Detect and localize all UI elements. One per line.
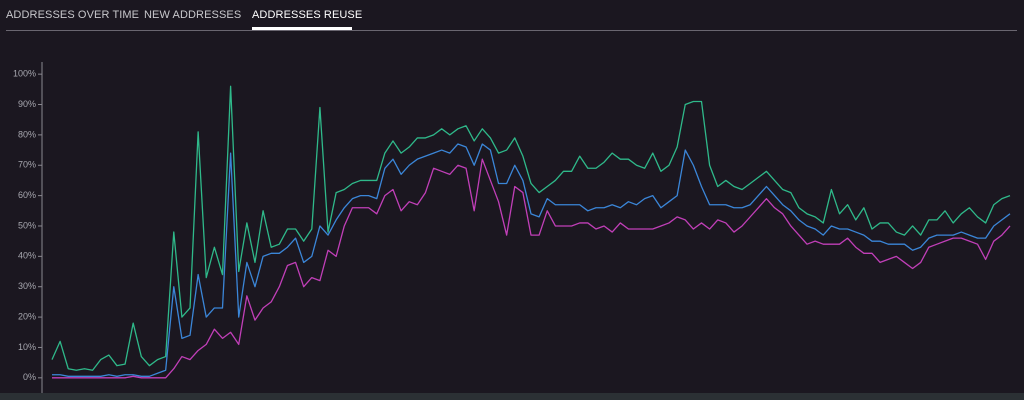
y-tick-label: 50% (18, 220, 36, 230)
y-tick-label: 10% (18, 342, 36, 352)
tab[interactable]: NEW ADDRESSES (144, 9, 242, 21)
y-tick-label: 0% (23, 372, 36, 382)
series-line (52, 143, 1011, 377)
tab-active[interactable]: ADDRESSES REUSE (252, 9, 363, 21)
y-tick-label: 60% (18, 190, 36, 200)
footer-bar (0, 393, 1024, 400)
y-tick-label: 80% (18, 129, 36, 139)
y-tick-label: 100% (13, 69, 36, 79)
series-line (51, 85, 1011, 371)
tab[interactable]: ADDRESSES OVER TIME (6, 9, 140, 21)
y-tick-label: 30% (18, 281, 36, 291)
y-tick-label: 70% (18, 160, 36, 170)
active-tab-underline (252, 27, 352, 30)
tab-bar: ADDRESSES OVER TIME NEW ADDRESSES ADDRES… (0, 0, 1024, 32)
series-line (52, 158, 1011, 379)
y-tick-label: 90% (18, 99, 36, 109)
y-tick-label: 40% (18, 251, 36, 261)
y-tick-label: 20% (18, 311, 36, 321)
tab-divider (6, 30, 1017, 31)
